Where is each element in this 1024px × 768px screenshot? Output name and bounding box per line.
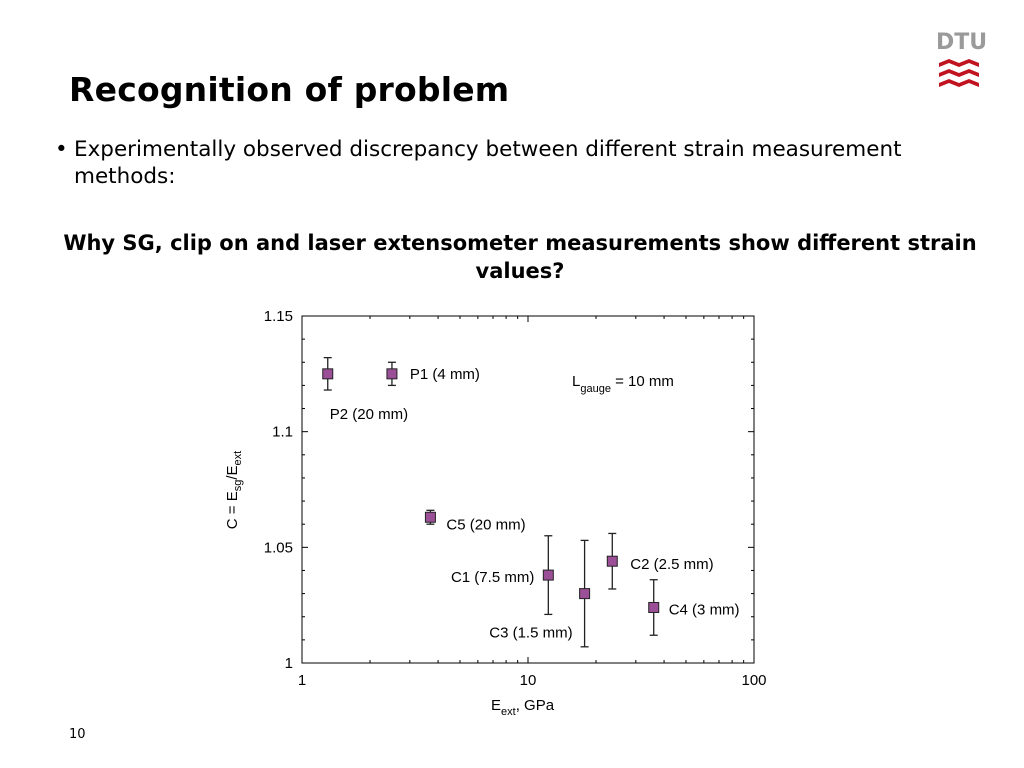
data-point-label: C1 (7.5 mm) xyxy=(451,569,534,586)
x-tick-label: 10 xyxy=(520,672,537,689)
dtu-logo-text: DTU xyxy=(936,30,988,55)
data-points: P2 (20 mm) P1 (4 mm) C5 (20 mm) C1 (7.5 mm)… xyxy=(322,356,740,648)
bullet-text: Experimentally observed discrepancy betw… xyxy=(74,137,902,189)
data-point-label: C2 (2.5 mm) xyxy=(630,556,713,573)
data-point-marker xyxy=(648,601,660,613)
page-number: 10 xyxy=(69,727,86,742)
dtu-logo: DTU xyxy=(936,30,988,94)
data-point-marker xyxy=(579,588,591,600)
data-point-label: C5 (20 mm) xyxy=(446,516,525,533)
y-tick-label: 1.05 xyxy=(264,539,293,556)
gauge-length-annotation: Lgauge = 10 mm xyxy=(572,373,674,395)
data-point-label: C3 (1.5 mm) xyxy=(489,625,572,642)
question-text: Why SG, clip on and laser extensometer m… xyxy=(63,231,977,283)
data-point-marker xyxy=(542,569,554,581)
y-tick-label: 1.15 xyxy=(264,308,293,325)
slide-title: Recognition of problem xyxy=(69,70,510,109)
data-point-marker xyxy=(386,368,398,380)
data-point-label: P2 (20 mm) xyxy=(330,406,408,423)
data-point-marker xyxy=(606,555,618,567)
y-tick-label: 1 xyxy=(285,655,293,672)
x-tick-label: 100 xyxy=(741,672,766,689)
data-point-marker xyxy=(322,368,334,380)
dtu-logo-mark xyxy=(939,59,979,87)
x-axis-label: Eext, GPa xyxy=(491,697,555,718)
x-tick-label: 1 xyxy=(298,672,306,689)
y-tick-label: 1.1 xyxy=(272,424,293,441)
bullet-dot: • xyxy=(55,137,68,162)
data-point-label: P1 (4 mm) xyxy=(410,366,480,383)
data-point-marker xyxy=(424,511,436,523)
bullet-item: • Experimentally observed discrepancy be… xyxy=(55,136,975,190)
strain-ratio-chart: 1 1.05 1.1 1.15 1 10 100 P2 (20 mm) P1 (4 mm) C5… xyxy=(224,308,767,718)
y-axis-label: C = Esg/Eext xyxy=(224,451,244,529)
data-point-label: C4 (3 mm) xyxy=(669,601,740,618)
axis-ticks: 1 1.05 1.1 1.15 1 10 100 xyxy=(264,308,767,689)
